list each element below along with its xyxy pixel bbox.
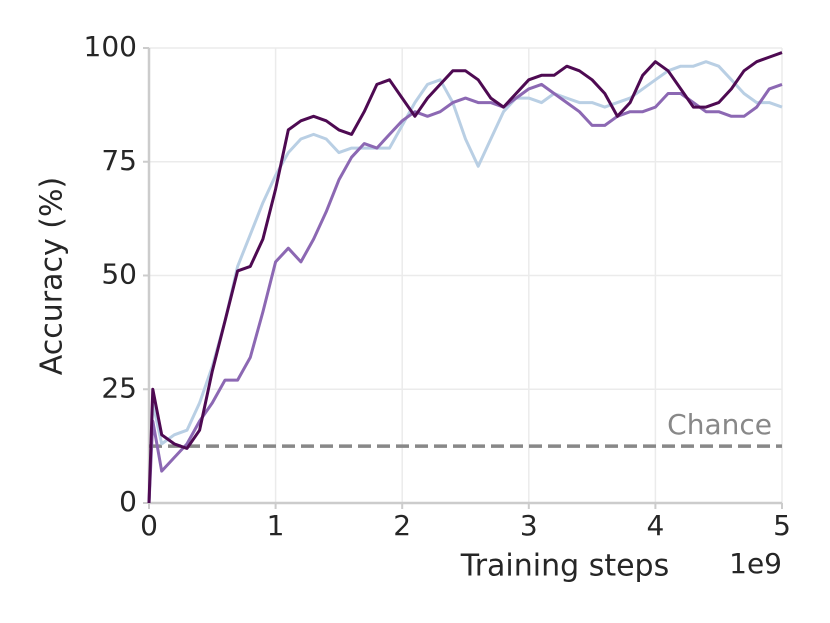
series-line [147,82,783,504]
x-tick-label: 3 [520,509,538,542]
y-axis-label: Accuracy (%) [35,177,70,375]
y-tick-label: 100 [84,30,137,63]
x-tick-label: 5 [773,509,791,542]
y-tick-label: 50 [101,258,137,291]
x-tick-label: 2 [393,509,411,542]
x-tick-label: 0 [140,509,158,542]
series-line [147,51,783,504]
x-axis-label: Training steps [460,549,669,584]
series-line [147,60,783,504]
y-tick-label: 25 [101,371,137,404]
y-tick-label: 75 [101,144,137,177]
x-tick-label: 1 [267,509,285,542]
reference-label: Chance [667,408,772,441]
x-tick-label: 4 [646,509,664,542]
y-tick-label: 0 [119,485,137,518]
x-offset-label: 1e9 [729,547,782,580]
